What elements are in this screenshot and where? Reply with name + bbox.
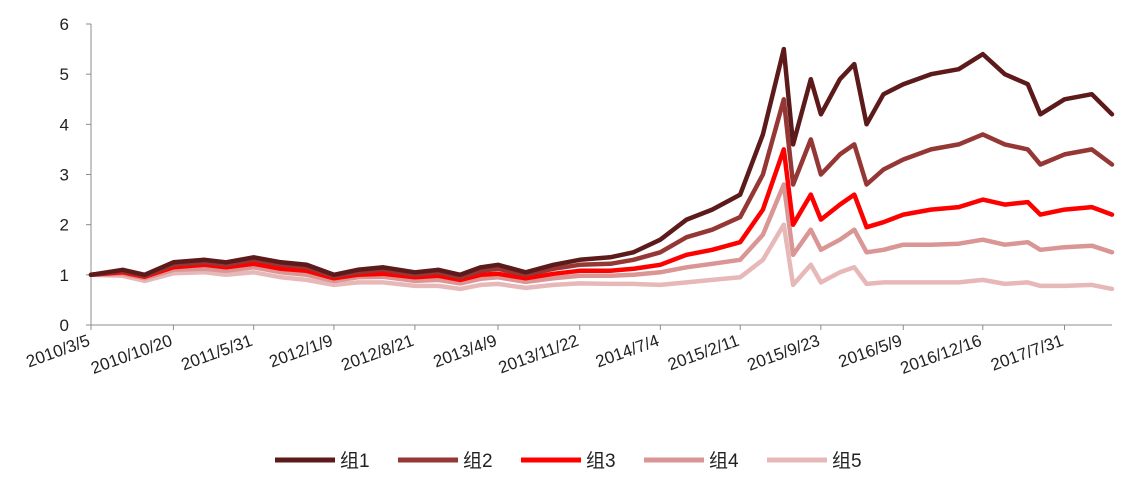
y-tick-label: 3: [60, 166, 69, 185]
x-tick-label: 2017/7/31: [988, 331, 1066, 375]
x-tick-label: 2013/11/22: [496, 331, 581, 378]
y-tick-label: 1: [60, 266, 69, 285]
legend-label-5: 组5: [832, 450, 862, 472]
y-tick-label: 2: [60, 216, 69, 235]
x-tick-label: 2015/2/11: [665, 331, 741, 374]
x-tick-label: 2010/3/5: [24, 331, 93, 371]
legend-label-3: 组3: [586, 450, 616, 472]
x-tick-label: 2010/10/20: [88, 331, 174, 378]
y-tick-label: 6: [60, 15, 69, 34]
series-line-3: [88, 147, 1115, 283]
legend-label-4: 组4: [709, 450, 739, 472]
y-tick-label: 0: [60, 316, 69, 335]
series-lines: [88, 46, 1115, 292]
y-tick-label: 5: [60, 65, 69, 84]
x-tick-label: 2012/1/9: [267, 331, 336, 371]
x-tick-label: 2013/4/9: [431, 331, 500, 371]
x-tick-label: 2014/7/4: [593, 331, 662, 371]
legend-label-1: 组1: [340, 450, 370, 472]
x-tick-label: 2016/5/9: [836, 331, 905, 371]
series-line-2: [88, 97, 1115, 280]
x-tick-label: 2012/8/21: [339, 331, 417, 375]
legend: 组1 组2 组3 组4 组5: [275, 450, 862, 472]
legend-label-2: 组2: [463, 450, 493, 472]
y-tick-label: 4: [60, 115, 69, 134]
x-tick-label: 2016/12/16: [898, 331, 984, 378]
x-tick-label: 2011/5/31: [179, 331, 255, 374]
x-tick-label: 2015/9/23: [745, 331, 823, 375]
series-line-1: [88, 46, 1115, 278]
series-line-4: [88, 182, 1115, 286]
series-line-5: [88, 222, 1115, 292]
